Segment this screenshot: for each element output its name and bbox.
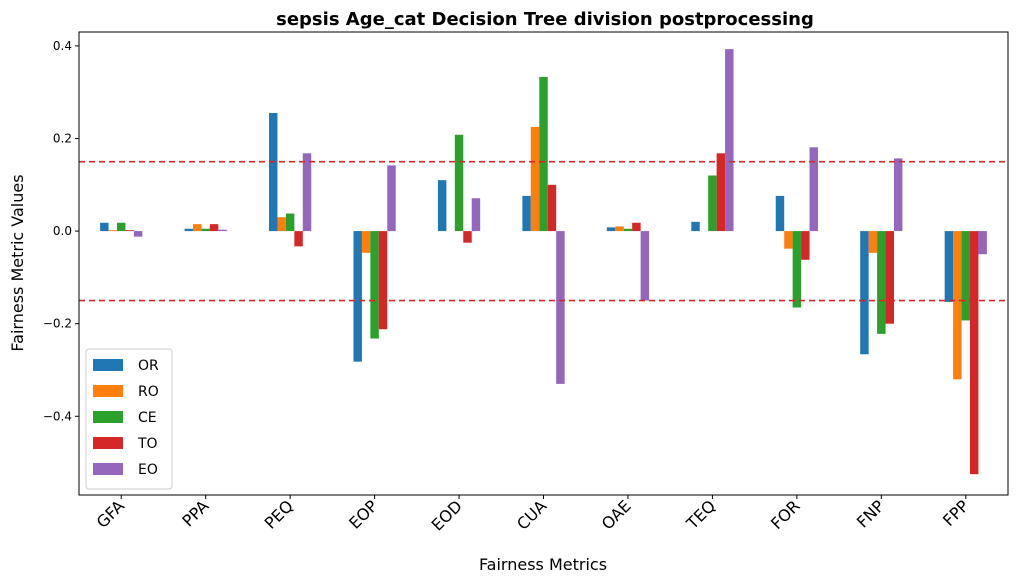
bar-ro-oae [615,226,624,232]
bar-to-gfa [125,230,134,232]
bar-to-cua [547,184,557,232]
bar-or-cua [522,195,531,232]
bar-ce-gfa [117,222,126,232]
bar-ce-cua [539,76,548,232]
bar-eo-for [809,147,818,232]
bar-or-ppa [184,228,194,232]
bar-or-teq [691,221,700,232]
bar-ro-peq [277,217,286,232]
bar-ro-fnp [868,231,878,253]
bar-ce-fpp [961,231,970,321]
bar-or-peq [269,113,278,232]
bar-to-eod [463,231,472,243]
bar-to-for [801,231,810,260]
bar-to-peq [294,231,303,247]
bar-ro-fpp [953,231,962,380]
bar-to-ppa [209,224,219,232]
legend-label-ce: CE [138,410,157,426]
bar-or-for [775,195,785,232]
x-tick-label-fpp: FPP [939,496,973,530]
bar-ro-ppa [193,224,202,232]
bar-eo-teq [725,49,734,232]
bar-to-fpp [970,231,979,475]
bar-or-fnp [860,231,869,355]
legend: OR RO CE TO EO [85,348,173,490]
x-tick-label-cua: CUA [513,496,550,533]
bar-or-fpp [944,231,954,302]
bar-to-eop [378,231,388,330]
bar-ro-eop [361,231,371,253]
bar-or-eod [437,180,447,232]
bar-eo-oae [640,231,650,301]
x-tick-label-ppa: PPA [178,496,212,530]
bar-ce-for [792,231,802,308]
y-axis: −0.4 −0.2 0.0 0.2 0.4 [43,39,79,423]
bar-ce-eop [370,231,379,339]
y-axis-label: Fairness Metric Values [8,174,27,351]
bar-ro-cua [530,126,540,232]
bar-or-oae [606,227,616,232]
bar-ce-ppa [201,228,210,232]
bar-ce-oae [623,228,633,232]
x-tick-label-eop: EOP [345,496,382,533]
legend-box [85,348,173,490]
bar-ce-peq [285,213,295,232]
bar-or-eop [353,231,362,362]
x-tick-label-for: FOR [767,496,804,533]
x-tick-label-gfa: GFA [93,496,128,531]
bars-layer [100,49,987,475]
y-tick-label: −0.4 [43,409,72,423]
bar-to-teq [716,153,726,232]
legend-swatch-ce [93,411,123,423]
x-tick-label-oae: OAE [598,496,635,533]
x-tick-label-teq: TEQ [682,496,719,533]
bar-ce-eod [454,134,464,232]
bar-to-fnp [885,231,894,324]
legend-label-eo: EO [138,462,158,478]
bar-eo-ppa [218,229,227,232]
y-tick-label: 0.0 [53,224,72,238]
bar-eo-fnp [893,158,903,232]
y-tick-label: −0.2 [43,317,72,331]
x-tick-label-fnp: FNP [853,496,888,531]
legend-swatch-or [93,359,123,371]
bar-eo-fpp [978,231,987,255]
legend-swatch-ro [93,385,123,397]
threshold-lines [79,160,1008,302]
y-tick-label: 0.4 [53,39,72,53]
bar-ce-teq [708,175,717,232]
x-tick-label-eod: EOD [428,496,466,534]
bar-or-gfa [100,222,109,232]
legend-label-ro: RO [138,384,159,400]
bar-ro-for [784,231,793,249]
bar-ce-fnp [877,231,886,334]
bar-eo-eop [387,165,396,232]
chart-title: sepsis Age_cat Decision Tree division po… [276,9,814,30]
x-tick-label-peq: PEQ [261,496,297,532]
legend-label-or: OR [138,358,159,374]
bar-eo-peq [302,153,312,232]
legend-swatch-to [93,437,123,449]
bar-ro-gfa [108,230,118,232]
legend-swatch-eo [93,463,123,475]
legend-label-to: TO [137,436,158,452]
y-tick-label: 0.2 [53,131,72,145]
x-axis: GFA PPA PEQ EOP EOD CUA OAE TEQ FOR FNP FPP [93,495,973,535]
x-axis-label: Fairness Metrics [479,555,607,574]
bar-eo-gfa [133,231,143,237]
bar-eo-cua [556,231,565,384]
bar-eo-eod [471,198,481,232]
bar-to-oae [632,222,641,232]
